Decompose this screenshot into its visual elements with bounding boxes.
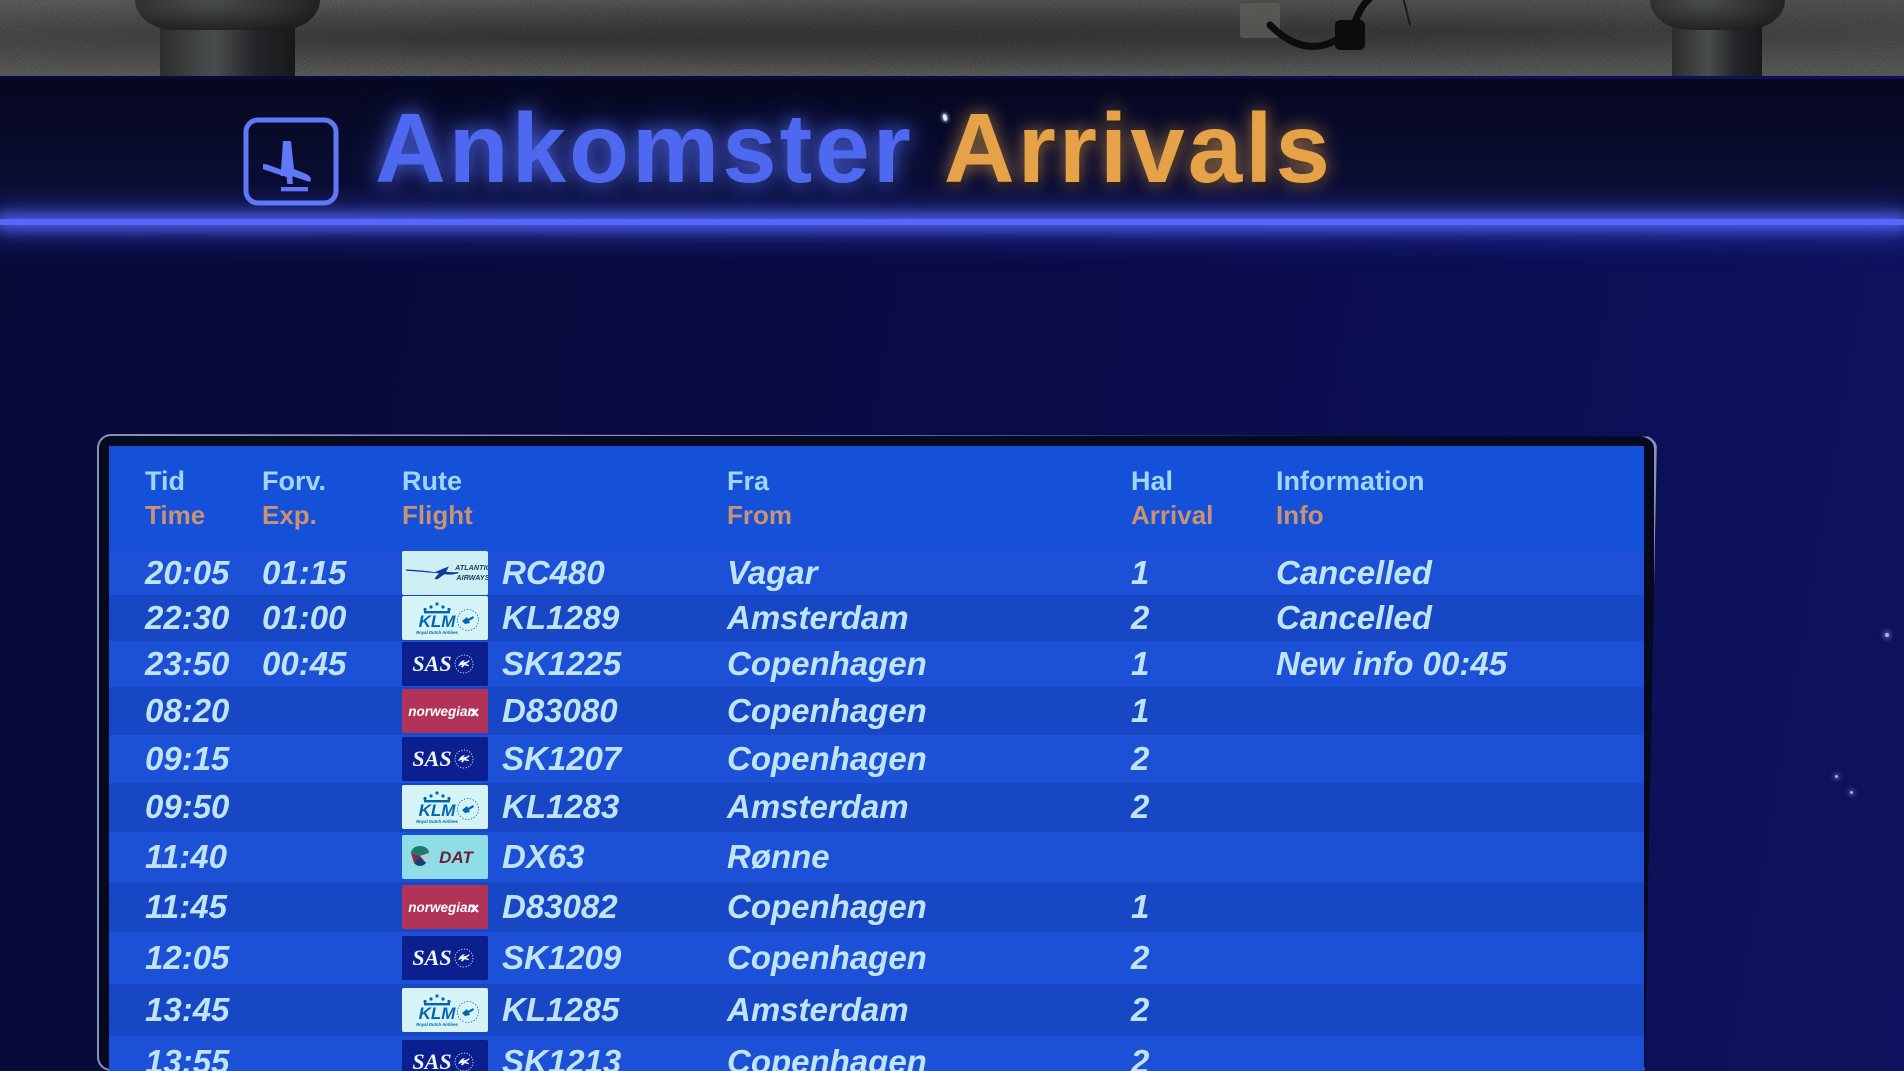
svg-text:Royal Dutch Airlines: Royal Dutch Airlines [416,819,458,824]
svg-text:SAS: SAS [412,1049,451,1071]
svg-text:ATLANTIC: ATLANTIC [454,564,488,572]
svg-text:SAS: SAS [412,945,451,970]
svg-text:KLM: KLM [419,1004,457,1023]
svg-text:AIRWAYS: AIRWAYS [455,574,488,582]
svg-text:KLM: KLM [419,612,457,631]
svg-text:KLM: KLM [419,801,457,820]
svg-text:SAS: SAS [412,746,451,771]
svg-text:Royal Dutch Airlines: Royal Dutch Airlines [416,630,458,635]
svg-text:Royal Dutch Airlines: Royal Dutch Airlines [416,1022,458,1027]
svg-text:norwegian: norwegian [408,900,476,915]
svg-text:DAT: DAT [439,848,474,867]
svg-text:SAS: SAS [412,651,451,676]
svg-text:norwegian: norwegian [408,704,476,719]
